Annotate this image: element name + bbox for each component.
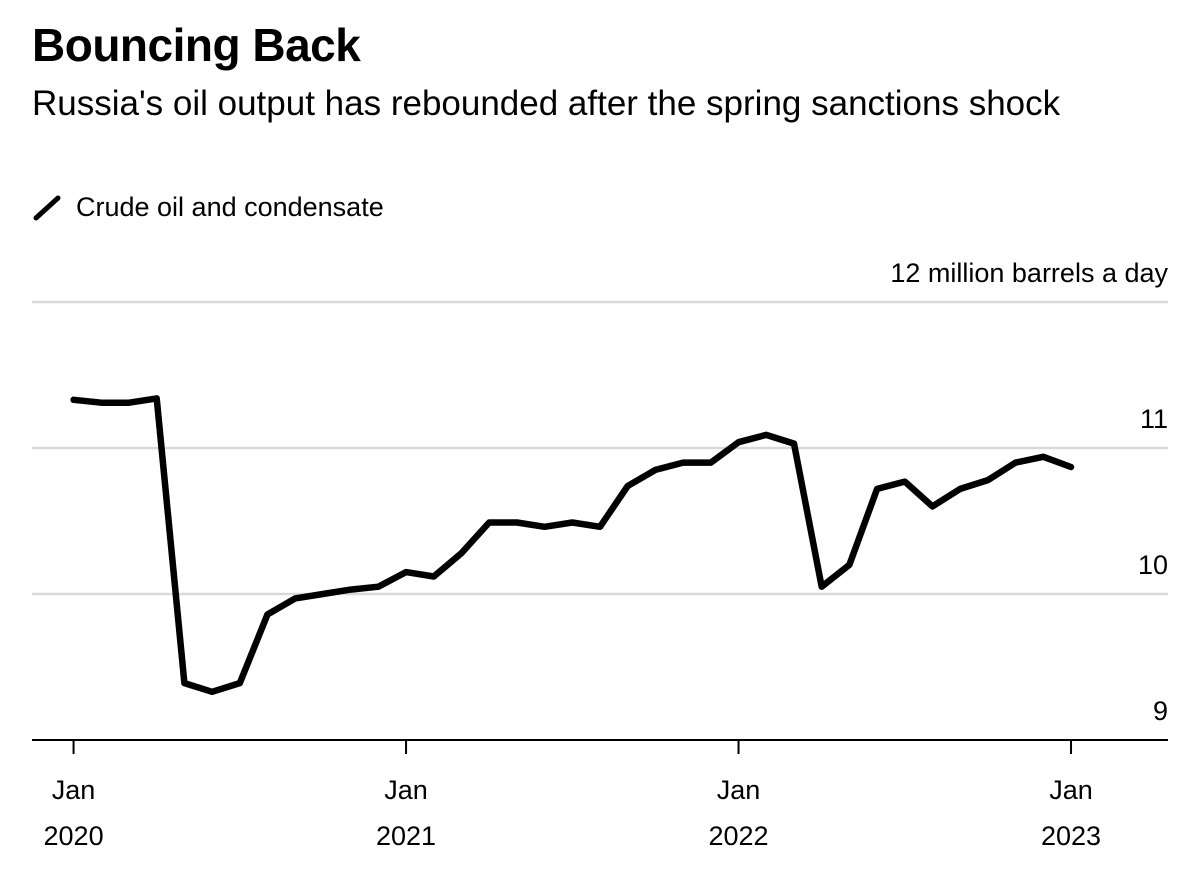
x-tick-label-month-2020: Jan	[52, 775, 96, 805]
x-tick-label-month-2021: Jan	[384, 775, 428, 805]
legend: Crude oil and condensate	[32, 192, 384, 223]
y-tick-label-11: 11	[1140, 404, 1168, 434]
x-tick-label-year-2023: 2023	[1041, 821, 1101, 851]
x-tick-label-month-2022: Jan	[717, 775, 761, 805]
legend-line-icon	[33, 195, 61, 220]
y-tick-label-9: 9	[1153, 696, 1168, 726]
series-line-0	[70, 395, 1075, 696]
x-tick-label-year-2022: 2022	[708, 821, 768, 851]
x-tick-label-year-2020: 2020	[44, 821, 104, 851]
y-tick-label-10: 10	[1138, 550, 1168, 580]
legend-label: Crude oil and condensate	[76, 192, 384, 222]
y-tick-label-12: 12 million barrels a day	[890, 258, 1168, 288]
chart-title: Bouncing Back	[32, 19, 361, 71]
x-tick-label-year-2021: 2021	[376, 821, 436, 851]
chart-subtitle: Russia's oil output has rebounded after …	[32, 84, 1061, 123]
x-tick-label-month-2023: Jan	[1049, 775, 1093, 805]
